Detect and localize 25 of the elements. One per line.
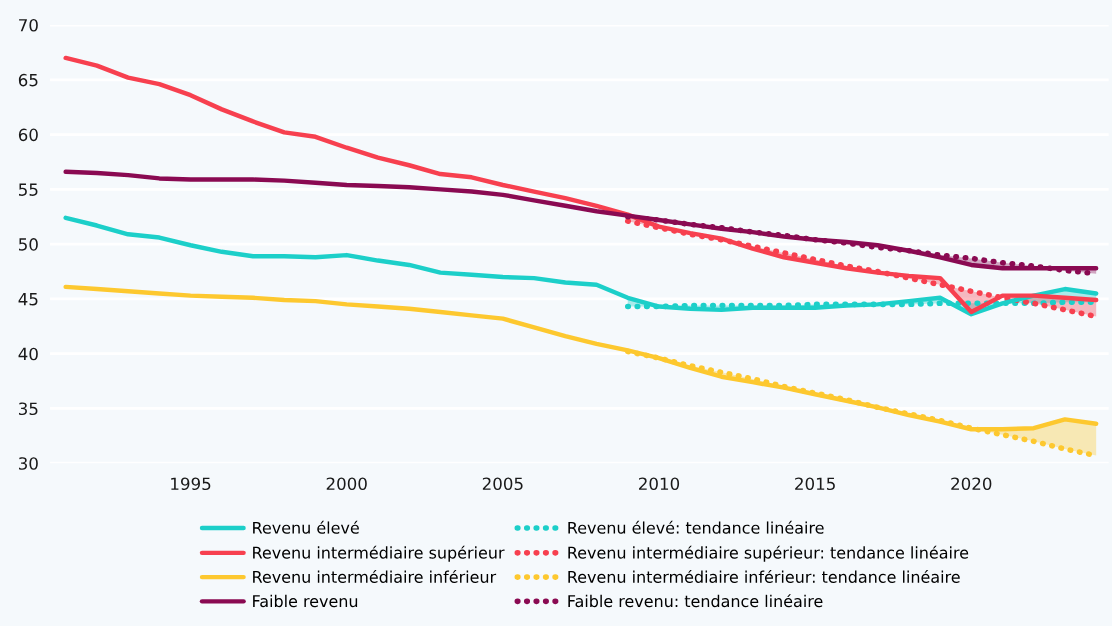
legend-label: Faible revenu: tendance linéaire (568, 594, 823, 608)
x-tick-label: 2010 (639, 477, 680, 491)
x-tick-label: 2000 (326, 477, 367, 491)
x-tick-label: 2020 (951, 477, 992, 491)
legend-label: Revenu intermédiaire inférieur (253, 569, 497, 583)
legend-label: Revenu intermédiaire supérieur (253, 545, 505, 562)
y-tick-label: 70 (19, 19, 38, 32)
y-tick-label: 60 (18, 128, 38, 142)
y-tick-label: 35 (18, 402, 38, 416)
y-tick-label: 40 (18, 347, 38, 361)
y-tick-label: 65 (18, 73, 38, 87)
x-tick-label: 1995 (171, 477, 211, 491)
legend-label: Revenu élevé: tendance linéaire (568, 520, 824, 534)
y-tick-label: 45 (18, 293, 38, 306)
y-tick-label: 30 (18, 457, 38, 470)
line-series (63, 215, 1099, 317)
y-tick-label: 55 (19, 183, 38, 196)
legend-label: Faible revenu (253, 594, 358, 608)
x-tick-label: 2015 (795, 477, 835, 491)
line-series (63, 55, 1099, 315)
legend-label: Revenu élevé (253, 520, 359, 534)
y-tick-label: 50 (19, 238, 38, 251)
legend-label: Revenu intermédiaire supérieur: tendance linéaire (568, 545, 969, 562)
x-tick-label: 2005 (482, 477, 523, 491)
legend-label: Revenu intermédiaire inférieur: tendance linéaire (568, 569, 960, 583)
